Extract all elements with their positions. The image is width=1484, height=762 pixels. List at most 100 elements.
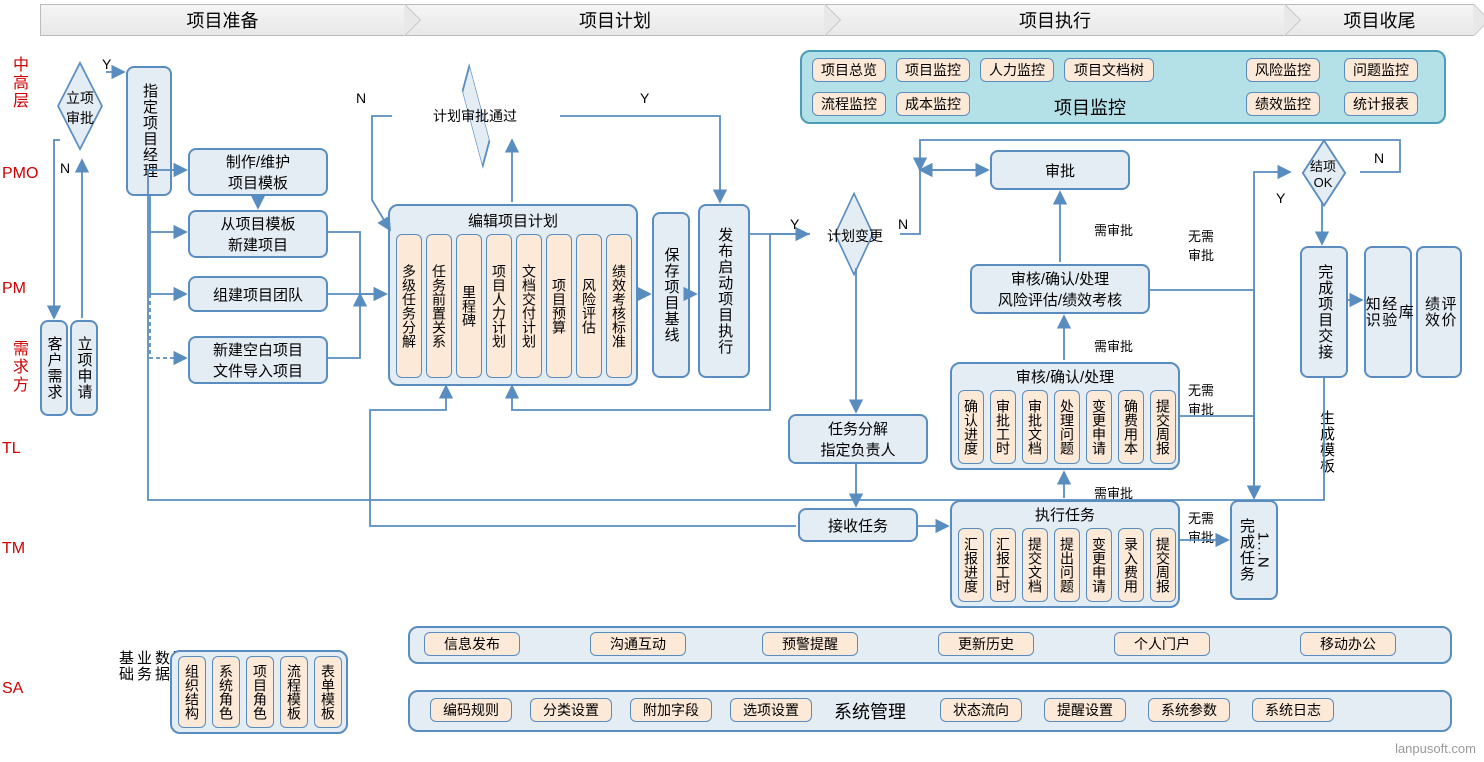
info-5: 移动办公	[1300, 632, 1396, 656]
review-item-6: 提交周报	[1150, 390, 1176, 464]
review-task-title: 审核/确认/处理	[950, 366, 1180, 387]
diamond-plan-approve-text: 计划审批通过	[400, 100, 550, 132]
sys-5: 提醒设置	[1044, 698, 1126, 722]
lbl-n3: N	[898, 216, 908, 232]
diamond-approve-project-text: 立项审批	[60, 60, 100, 156]
container-info-bar	[408, 626, 1452, 664]
box-knowledge: 知识经验库	[1364, 246, 1412, 378]
edit-plan-title: 编辑项目计划	[388, 210, 638, 231]
diamond-plan-change-text: 计划变更	[810, 218, 900, 254]
watermark: lanpusoft.com	[1395, 741, 1476, 756]
plan-item-0: 多级任务分解	[396, 234, 422, 378]
phase-close: 项目收尾	[1285, 4, 1474, 36]
plan-item-2: 里程碑	[456, 234, 482, 378]
phase-plan: 项目计划	[405, 4, 825, 36]
role-senior: 中高层	[6, 56, 30, 110]
box-build-team: 组建项目团队	[188, 276, 328, 312]
monitor-item-0: 项目总览	[812, 58, 886, 82]
monitor-item-8: 绩效监控	[1246, 92, 1320, 116]
review-item-3: 处理问题	[1054, 390, 1080, 464]
lbl-y1: Y	[102, 56, 111, 72]
info-3: 更新历史	[938, 632, 1034, 656]
phase-prep: 项目准备	[40, 4, 405, 36]
box-task-assign: 任务分解 指定负责人	[788, 414, 928, 464]
sys-3: 选项设置	[730, 698, 812, 722]
lbl-need-3: 需审批	[1094, 220, 1133, 239]
plan-item-6: 风险评估	[576, 234, 602, 378]
exec-item-1: 汇报工时	[990, 528, 1016, 602]
review-item-5: 确费用本	[1118, 390, 1144, 464]
base-0: 组织结构	[178, 656, 206, 728]
diamond-finish-ok-text: 结项OK	[1283, 152, 1363, 194]
box-review-risk: 审核/确认/处理 风险评估/绩效考核	[970, 264, 1150, 314]
box-approve: 审批	[990, 150, 1130, 190]
box-apply-project: 立项申请	[70, 320, 98, 416]
plan-item-5: 项目预算	[546, 234, 572, 378]
monitor-item-5: 问题监控	[1344, 58, 1418, 82]
box-from-template: 从项目模板 新建项目	[188, 210, 328, 258]
lbl-n1: N	[60, 160, 70, 176]
lbl-y3: Y	[790, 216, 799, 232]
exec-item-0: 汇报进度	[958, 528, 984, 602]
exec-item-5: 录入费用	[1118, 528, 1144, 602]
info-0: 信息发布	[424, 632, 520, 656]
box-complete-handover: 完成项目交接	[1300, 246, 1348, 378]
review-item-2: 审批文档	[1022, 390, 1048, 464]
sys-2: 附加字段	[630, 698, 712, 722]
lbl-no-need-2: 无需审批	[1188, 380, 1222, 418]
info-1: 沟通互动	[590, 632, 686, 656]
lbl-y4: Y	[1276, 190, 1285, 206]
exec-item-6: 提交周报	[1150, 528, 1176, 602]
box-accept-task: 接收任务	[798, 508, 918, 542]
base-3: 流程模板	[280, 656, 308, 728]
plan-item-7: 绩效考核标准	[606, 234, 632, 378]
review-item-1: 审批工时	[990, 390, 1016, 464]
monitor-item-9: 统计报表	[1344, 92, 1418, 116]
monitor-item-2: 人力监控	[980, 58, 1054, 82]
lbl-y2: Y	[640, 90, 649, 106]
base-4: 表单模板	[314, 656, 342, 728]
plan-item-1: 任务前置关系	[426, 234, 452, 378]
monitor-item-7: 成本监控	[896, 92, 970, 116]
plan-item-4: 文档交付计划	[516, 234, 542, 378]
monitor-item-4: 风险监控	[1246, 58, 1320, 82]
box-save-baseline: 保存项目基线	[652, 212, 690, 378]
lbl-no-need-1: 无需审批	[1188, 508, 1222, 546]
box-publish-exec: 发布启动项目执行	[698, 204, 750, 378]
lbl-n4: N	[1374, 150, 1384, 166]
sys-mgmt-title: 系统管理	[820, 698, 920, 724]
sys-1: 分类设置	[530, 698, 612, 722]
monitor-title: 项目监控	[1030, 94, 1150, 120]
exec-task-title: 执行任务	[950, 504, 1180, 525]
lbl-no-need-3: 无需审批	[1188, 226, 1222, 264]
monitor-item-1: 项目监控	[896, 58, 970, 82]
box-blank-import: 新建空白项目 文件导入项目	[188, 336, 328, 384]
box-customer-demand: 客户需求	[40, 320, 68, 416]
role-pm: PM	[2, 280, 26, 298]
lbl-need-1: 需审批	[1094, 483, 1133, 502]
review-item-0: 确认进度	[958, 390, 984, 464]
exec-item-2: 提交文档	[1022, 528, 1048, 602]
monitor-item-3: 项目文档树	[1064, 58, 1154, 82]
role-demand: 需求方	[6, 340, 30, 394]
lbl-need-2: 需审批	[1094, 336, 1133, 355]
text-gen-template: 生成模板	[1316, 410, 1337, 474]
monitor-item-6: 流程监控	[812, 92, 886, 116]
base-2: 项目角色	[246, 656, 274, 728]
sys-0: 编码规则	[430, 698, 512, 722]
sys-6: 系统参数	[1148, 698, 1230, 722]
sys-4: 状态流向	[940, 698, 1022, 722]
box-task-done: 完成任务1...N	[1230, 500, 1278, 600]
role-tm: TM	[2, 540, 25, 558]
box-create-template: 制作/维护 项目模板	[188, 148, 328, 196]
info-4: 个人门户	[1114, 632, 1210, 656]
box-assign-pm: 指定项目经理	[126, 66, 172, 196]
role-tl: TL	[2, 440, 21, 458]
role-sa: SA	[2, 680, 23, 698]
lbl-n2: N	[356, 90, 366, 106]
phase-header: 项目准备 项目计划 项目执行 项目收尾	[40, 4, 1474, 36]
review-item-4: 变更申请	[1086, 390, 1112, 464]
phase-exec: 项目执行	[825, 4, 1285, 36]
role-pmo: PMO	[2, 165, 38, 183]
plan-item-3: 项目人力计划	[486, 234, 512, 378]
